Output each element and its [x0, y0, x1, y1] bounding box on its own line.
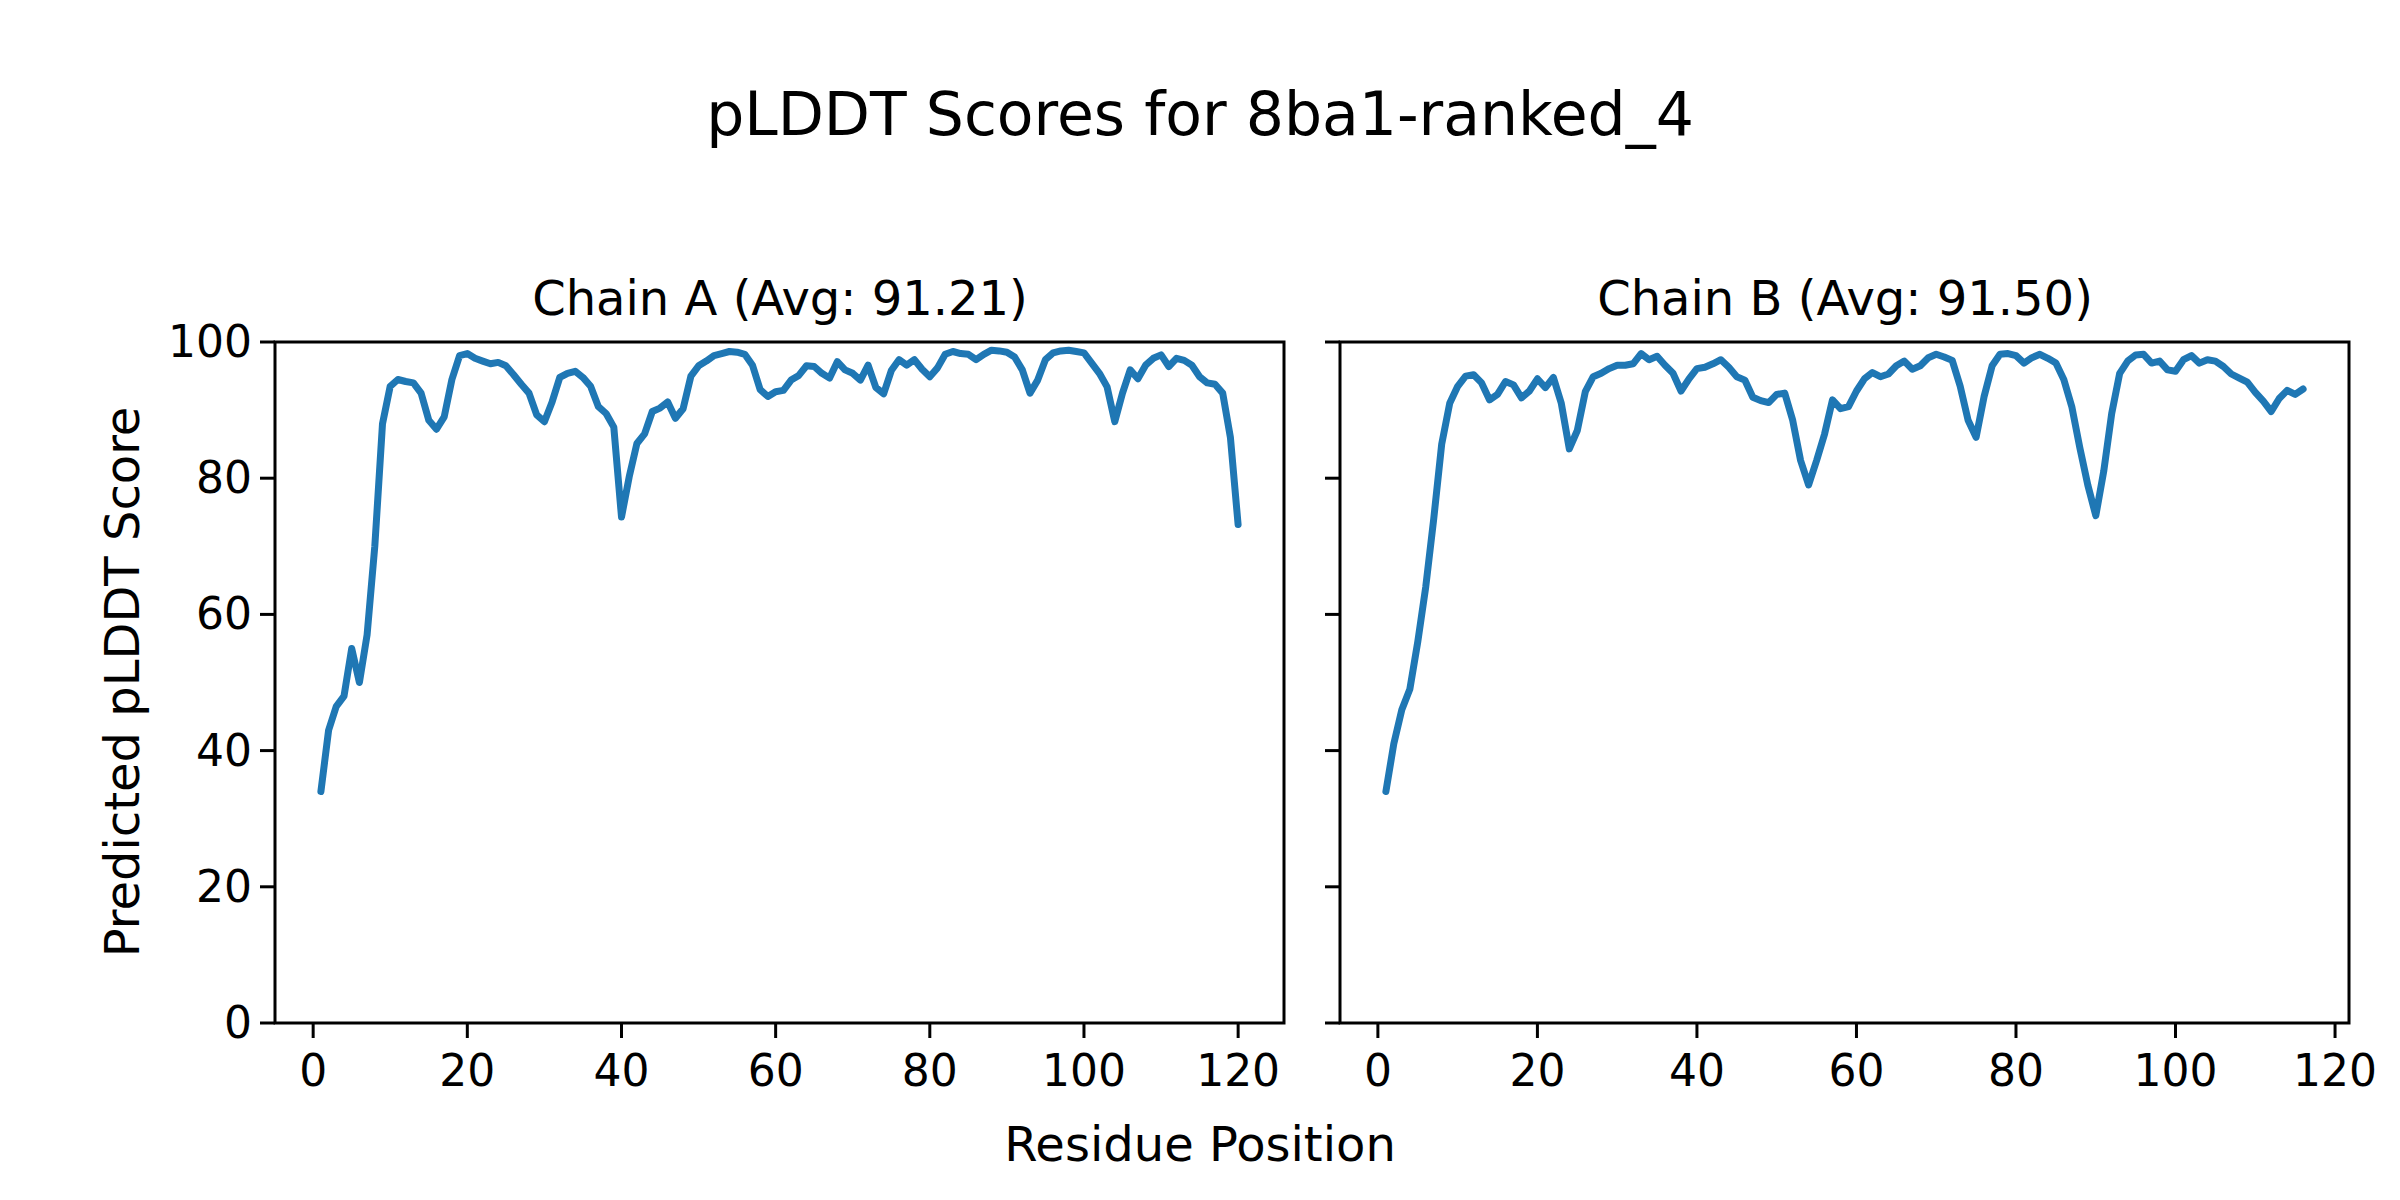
figure: pLDDT Scores for 8ba1-ranked_4 Chain A (…: [0, 0, 2400, 1200]
axes-frame-chain-a: [275, 342, 1284, 1023]
x-axis-label: Residue Position: [0, 1118, 2400, 1170]
x-tick-label-chain-a-80: 80: [902, 1044, 958, 1098]
y-tick-label-40: 40: [92, 724, 252, 778]
plddt-line-chain-b: [1386, 354, 2303, 792]
x-tick-label-chain-a-0: 0: [299, 1044, 327, 1098]
x-tick-label-chain-b-0: 0: [1364, 1044, 1392, 1098]
x-tick-label-chain-a-100: 100: [1042, 1044, 1126, 1098]
y-tick-label-100: 100: [92, 315, 252, 369]
x-tick-label-chain-a-60: 60: [748, 1044, 804, 1098]
x-tick-label-chain-b-40: 40: [1669, 1044, 1725, 1098]
y-tick-label-20: 20: [92, 860, 252, 914]
x-tick-label-chain-b-100: 100: [2134, 1044, 2218, 1098]
x-tick-label-chain-b-60: 60: [1828, 1044, 1884, 1098]
x-tick-label-chain-b-120: 120: [2293, 1044, 2377, 1098]
axes-frame-chain-b: [1340, 342, 2349, 1023]
x-tick-label-chain-a-40: 40: [593, 1044, 649, 1098]
y-tick-label-0: 0: [92, 996, 252, 1050]
plddt-line-chain-a: [321, 350, 1238, 791]
plots-canvas: [0, 0, 2400, 1200]
x-tick-label-chain-b-20: 20: [1509, 1044, 1565, 1098]
y-tick-label-80: 80: [92, 451, 252, 505]
x-tick-label-chain-a-120: 120: [1196, 1044, 1280, 1098]
x-tick-label-chain-a-20: 20: [439, 1044, 495, 1098]
y-tick-label-60: 60: [92, 587, 252, 641]
x-tick-label-chain-b-80: 80: [1988, 1044, 2044, 1098]
